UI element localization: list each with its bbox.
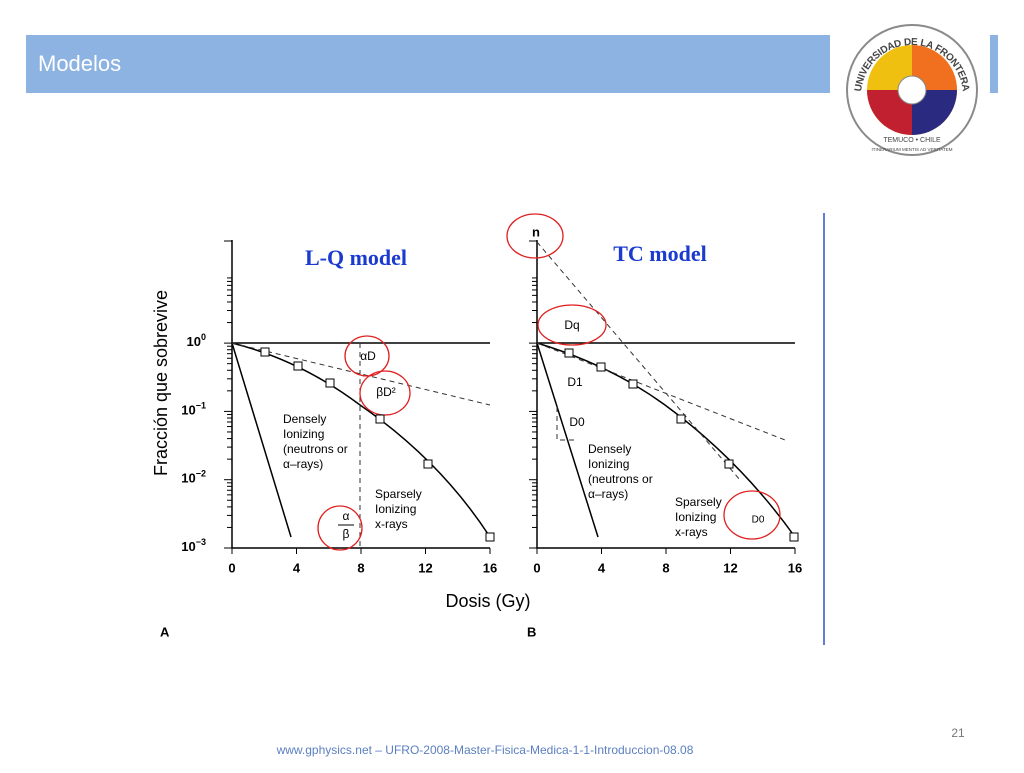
densely-label: Densely [588,442,631,456]
alpha-d: αD [360,349,376,363]
sparsely-label: Sparsely [375,487,422,501]
circle-ratio [317,505,363,551]
logo-motto: ITINERARIUM MENTIS AD VERITATEM [871,147,952,152]
logo: UNIVERSIDAD DE LA FRONTERA TEMUCO • CHIL… [846,24,978,156]
x-tick-label: 12 [418,560,432,575]
circle-alpha-d [344,335,390,377]
panel-title: TC model [613,241,707,266]
x-tick-label: 16 [788,560,802,575]
x-axis-title: Dosis (Gy) [446,591,531,611]
figure-area [145,213,825,645]
densely-label: α–rays) [588,487,628,501]
n-label: n [532,224,540,239]
x-tick-label: 8 [357,560,364,575]
header-bar [26,35,830,93]
densely-label: (neutrons or [588,472,653,486]
point-a [293,361,303,371]
panel-letter: B [527,624,536,639]
header-bar-end [990,35,998,93]
logo-place: TEMUCO • CHILE [883,137,941,144]
circle-beta-d2 [359,370,411,416]
sparsely-label: Sparsely [675,495,722,509]
sparsely-label: x-rays [675,525,708,539]
point-a [375,414,385,424]
d1-label: D1 [567,375,583,389]
beta-d2: βD² [376,385,396,399]
point-a [325,378,335,388]
d0-small-label: D0 [752,515,765,526]
densely-label: (neutrons or [283,442,348,456]
densely-label: Densely [283,412,326,426]
tick-exp: −2 [196,469,206,479]
dashed-lines-b [536,241,786,481]
page-number: 21 [951,726,965,740]
dashed-lines-a [231,342,491,548]
point-b [628,379,638,389]
point-b [724,459,734,469]
x-tick-label: 8 [662,560,669,575]
circle-dq [537,304,607,346]
x-tick-label: 0 [533,560,540,575]
tick-exp: −1 [196,401,206,411]
densely-curve-b [536,342,599,538]
densely-label: α–rays) [283,457,323,471]
point-a [260,347,270,357]
densely-label: Ionizing [283,427,324,441]
circle-d0 [723,490,781,540]
y-tick-label: 10−1 [181,401,206,418]
y-tick-label: 100 [187,332,206,349]
d0-label: D0 [569,415,585,429]
point-b [596,362,606,372]
sparsely-label: Ionizing [375,502,416,516]
slide-title: Modelos [38,51,121,76]
densely-curve-a [231,342,292,538]
point-b [676,414,686,424]
dq-label: Dq [564,318,579,332]
ratio-top: α [343,509,350,523]
panel-title: L-Q model [305,245,407,270]
y-tick-label: 10−2 [181,469,206,486]
tick-base: 10 [181,471,195,486]
densely-label: Ionizing [588,457,629,471]
ratio-bottom: β [343,527,350,541]
x-tick-label: 4 [293,560,301,575]
x-tick-label: 4 [598,560,606,575]
y-tick-label: 10−3 [181,537,206,554]
sparsely-label: x-rays [375,517,408,531]
x-tick-label: 12 [723,560,737,575]
footer-source: www.gphysics.net – UFRO-2008-Master-Fisi… [276,743,694,757]
point-a [485,532,495,542]
tick-base: 10 [187,334,201,349]
panel-letter: A [160,624,170,639]
circle-n [506,213,564,259]
tick-exp: 0 [201,332,206,342]
point-a [423,459,433,469]
point-b [564,348,574,358]
x-tick-label: 0 [228,560,235,575]
tick-base: 10 [181,539,195,554]
point-b [789,532,799,542]
sparsely-curve-b [536,342,796,538]
tick-exp: −3 [196,537,206,547]
sparsely-label: Ionizing [675,510,716,524]
sparsely-curve-a [231,342,491,538]
tick-base: 10 [181,403,195,418]
x-tick-label: 16 [483,560,497,575]
y-axis-title: Fracción que sobrevive [151,290,171,476]
